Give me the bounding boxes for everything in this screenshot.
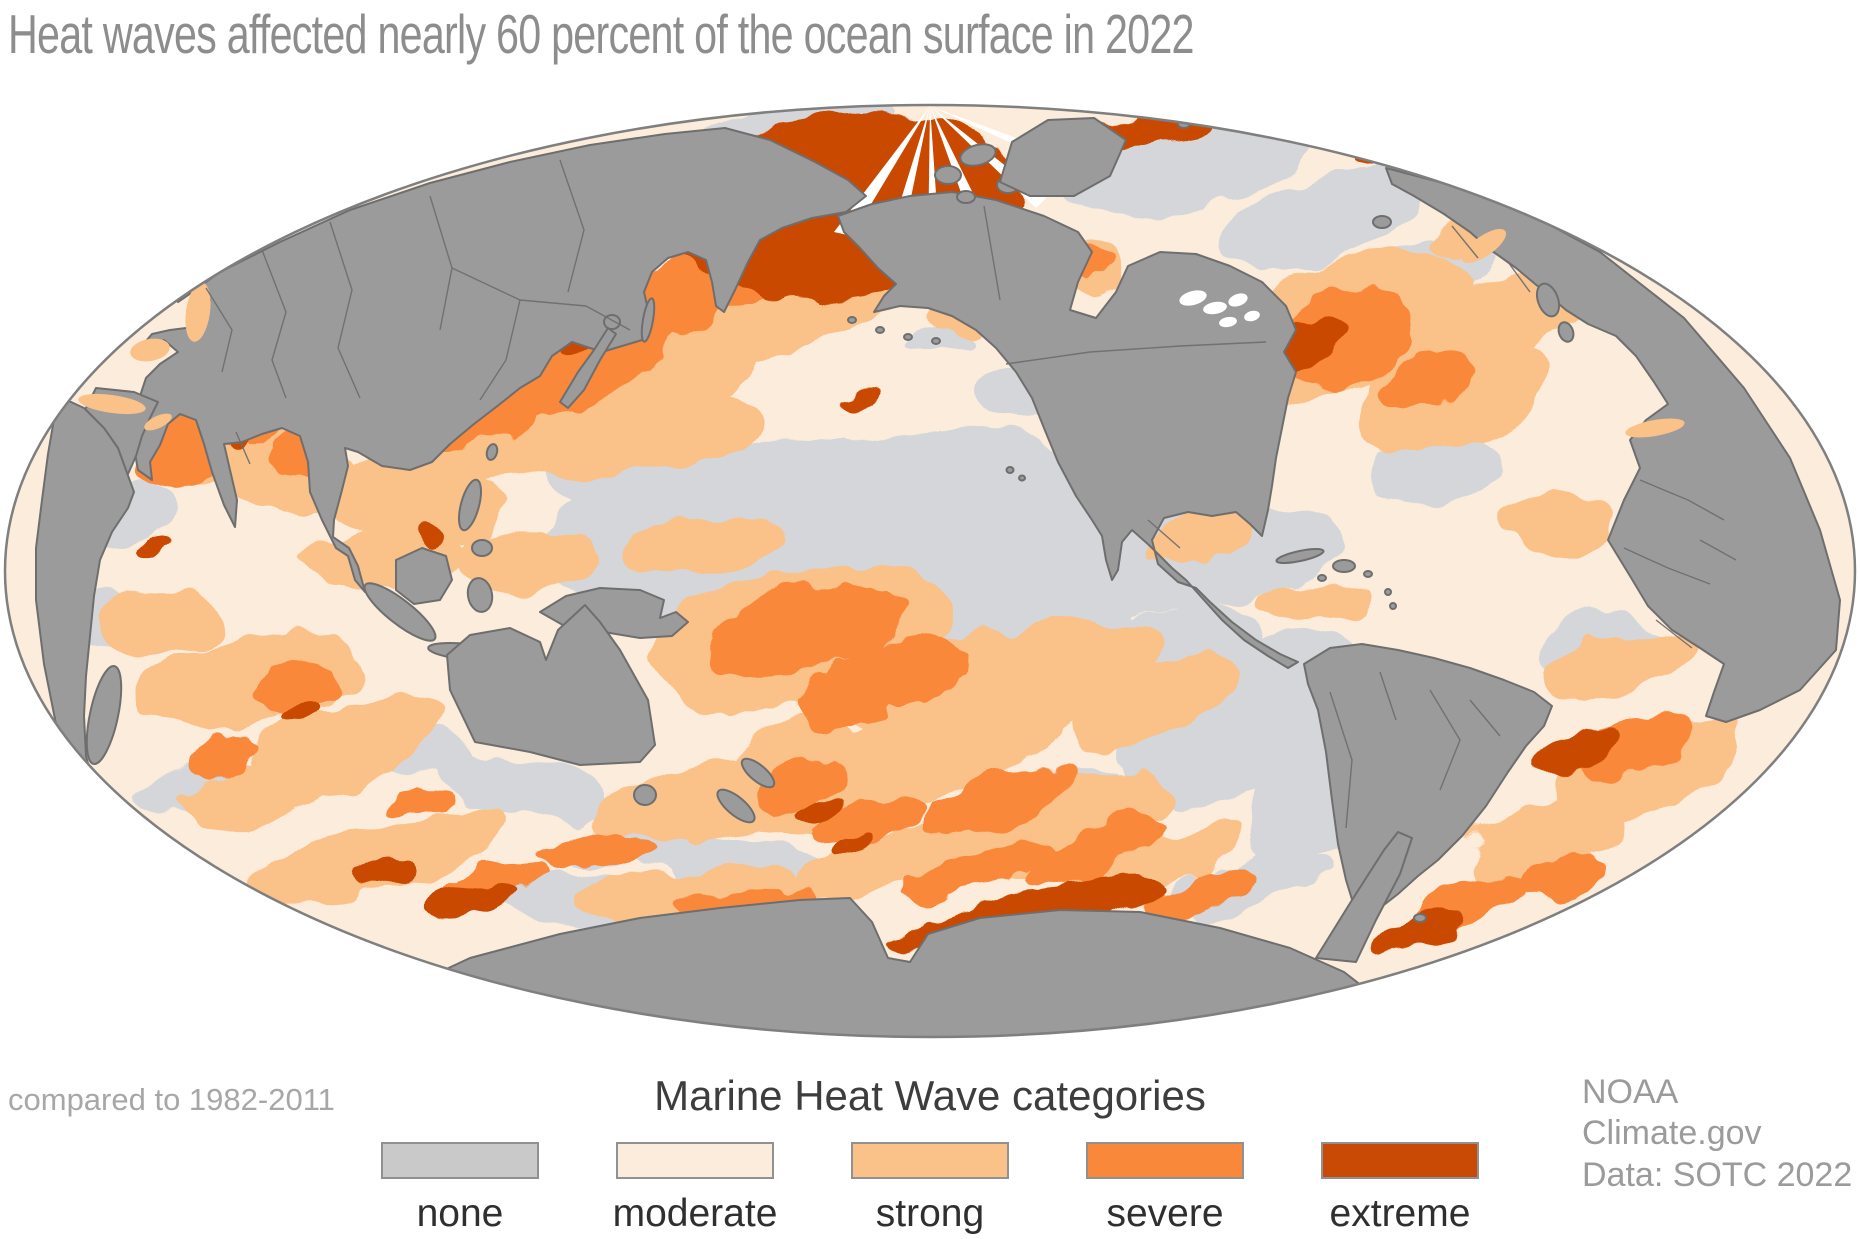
land-philippines [458, 478, 482, 532]
land-britain [1535, 282, 1561, 318]
land-nz-south [716, 788, 756, 824]
land-tasmania [633, 784, 657, 806]
land-australia [446, 604, 656, 766]
credit-source: NOAA Climate.gov [1582, 1073, 1762, 1153]
legend: Marine Heat Wave categories none moderat… [381, 1072, 1479, 1236]
inland-seas [78, 228, 1685, 438]
country-borders [205, 159, 1737, 829]
legend-swatch-moderate [616, 1142, 774, 1179]
legend-item-moderate: moderate [613, 1142, 777, 1236]
land-europe-africa-west [1385, 167, 1841, 723]
land-borneo [395, 547, 453, 605]
legend-item-strong: strong [851, 1142, 1009, 1236]
ocean-severe-areas [140, 204, 1698, 924]
land-masses [35, 117, 1841, 1037]
land-hispaniola [1332, 559, 1356, 573]
legend-row: none moderate strong severe extreme [381, 1142, 1479, 1236]
sea-baltic [1461, 228, 1507, 264]
legend-title: Marine Heat Wave categories [654, 1072, 1206, 1119]
great-lakes [1179, 290, 1260, 328]
legend-label-moderate: moderate [612, 1192, 778, 1235]
legend-item-severe: severe [1086, 1142, 1244, 1236]
land-south-america [1303, 643, 1553, 917]
land-sakhalin [640, 297, 656, 343]
land-north-america [837, 191, 1299, 669]
sea-mediterranean-east [78, 393, 146, 415]
land-greenland [999, 117, 1127, 197]
land-sulawesi [466, 577, 494, 613]
land-antarctic-peninsula [1315, 831, 1413, 963]
land-iceland [1372, 215, 1392, 229]
legend-label-extreme: extreme [1329, 1192, 1471, 1235]
map-layers [5, 105, 1855, 1037]
land-cuba [1275, 548, 1325, 564]
land-ireland [1557, 321, 1575, 343]
land-sumatra [363, 582, 437, 642]
sea-black [130, 338, 170, 362]
credits: NOAA Climate.gov Data: SOTC 2022 [1582, 1072, 1860, 1196]
legend-swatch-severe [1086, 1142, 1244, 1179]
land-africa-east [35, 395, 135, 779]
legend-swatch-extreme [1321, 1142, 1479, 1179]
sea-caspian [185, 282, 211, 342]
page-title: Heat waves affected nearly 60 percent of… [8, 3, 1195, 65]
legend-item-none: none [381, 1142, 539, 1236]
globe-outline [3, 103, 1857, 1039]
legend-label-strong: strong [875, 1192, 985, 1235]
land-japan [559, 327, 617, 409]
land-taiwan [485, 443, 499, 461]
legend-label-none: none [416, 1192, 504, 1235]
land-philippines-south [471, 539, 493, 557]
sea-persian-gulf [144, 413, 172, 431]
legend-swatch-none [381, 1142, 539, 1179]
land-falklands [1413, 913, 1427, 923]
legend-swatch-strong [851, 1142, 1009, 1179]
land-nz-north [740, 757, 776, 789]
legend-item-extreme: extreme [1321, 1142, 1479, 1236]
baseline-note: compared to 1982-2011 [8, 1082, 335, 1117]
legend-label-severe: severe [1106, 1192, 1224, 1235]
credit-data: Data: SOTC 2022 [1582, 1155, 1853, 1194]
sea-mediterranean [1625, 418, 1685, 438]
land-madagascar [85, 665, 123, 765]
